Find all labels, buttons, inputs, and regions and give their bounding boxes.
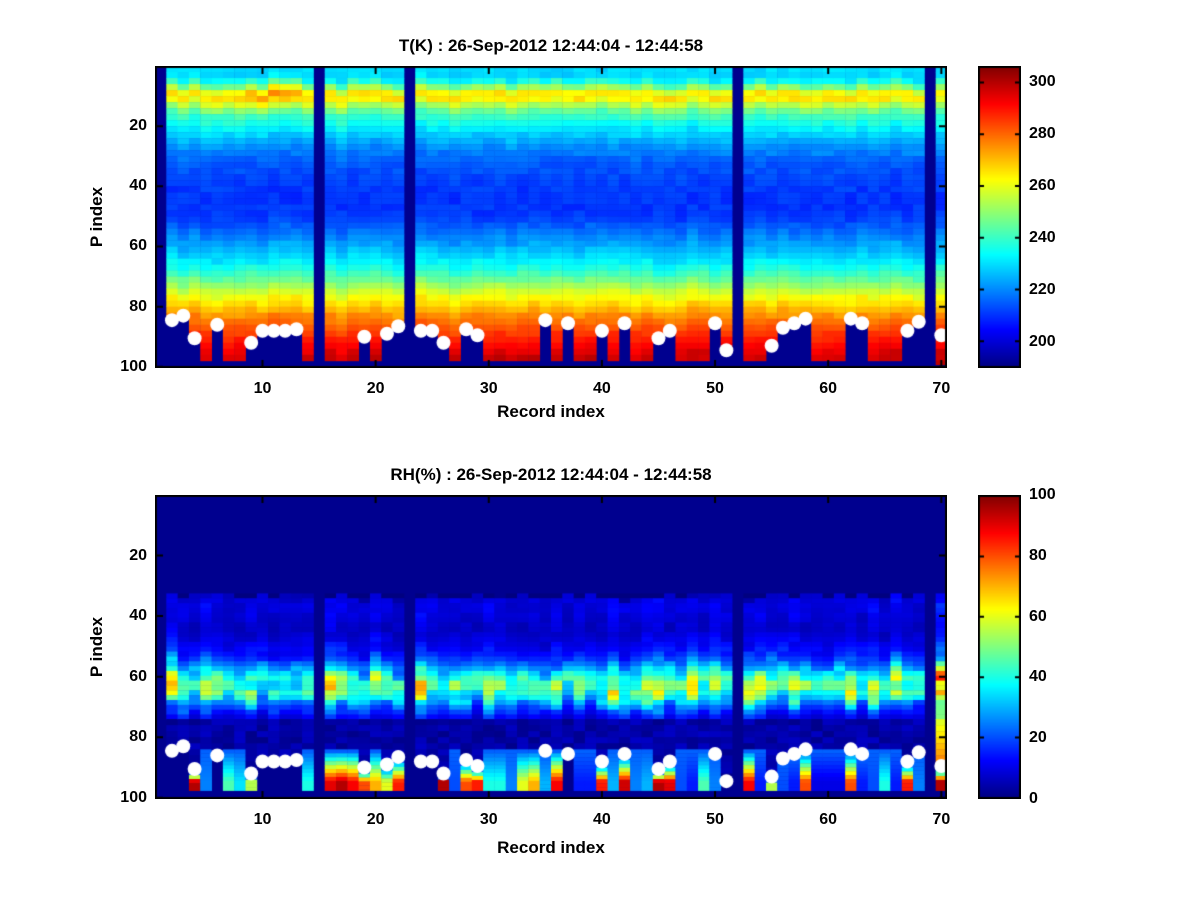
x-tick-label: 20 [366, 380, 385, 397]
x-tick-label: 60 [819, 380, 838, 397]
temperature-title: T(K) : 26-Sep-2012 12:44:04 - 12:44:58 [398, 36, 704, 55]
x-tick-label: 50 [706, 380, 724, 397]
x-tick-label: 60 [819, 811, 838, 828]
colorbar-tick-label: 0 [1029, 790, 1038, 807]
colorbar-tick-label: 280 [1029, 124, 1056, 142]
x-tick-label: 10 [253, 380, 272, 397]
y-tick-label: 40 [129, 177, 147, 195]
x-tick-label: 30 [479, 811, 498, 828]
y-tick-label: 60 [129, 237, 147, 255]
x-tick-label: 50 [706, 811, 724, 828]
colorbar-tick-label: 300 [1029, 72, 1056, 90]
humidity-y-axis-label: P index [84, 495, 110, 799]
x-tick-label: 70 [932, 380, 951, 397]
y-tick-label: 60 [129, 667, 147, 685]
y-tick-label: 20 [129, 117, 147, 135]
humidity-heatmap [155, 495, 947, 799]
colorbar-tick-label: 100 [1029, 486, 1056, 503]
colorbar-tick-label: 200 [1029, 332, 1056, 350]
humidity-colorbar [978, 495, 1021, 799]
humidity-title: RH(%) : 26-Sep-2012 12:44:04 - 12:44:58 [390, 465, 712, 484]
colorbar-tick-label: 220 [1029, 280, 1056, 298]
y-tick-label: 100 [120, 788, 147, 806]
temperature-y-axis-label: P index [84, 66, 110, 368]
temperature-heatmap [155, 66, 947, 368]
x-tick-label: 40 [593, 380, 611, 397]
colorbar-tick-label: 260 [1029, 176, 1056, 194]
colorbar-tick-label: 240 [1029, 228, 1056, 246]
x-tick-label: 30 [479, 380, 498, 397]
colorbar-tick-label: 40 [1029, 668, 1047, 686]
x-tick-label: 20 [366, 811, 385, 828]
x-tick-label: 10 [253, 811, 272, 828]
x-tick-label: 40 [593, 811, 611, 828]
y-tick-label: 20 [129, 546, 147, 564]
colorbar-tick-label: 20 [1029, 729, 1047, 747]
y-tick-label: 80 [129, 297, 147, 315]
y-tick-label: 40 [129, 607, 147, 625]
y-tick-label: 100 [120, 357, 147, 375]
colorbar-tick-label: 60 [1029, 607, 1047, 625]
temperature-x-axis-label: Record index [497, 402, 605, 421]
colorbar-tick-label: 80 [1029, 546, 1047, 564]
y-tick-label: 80 [129, 728, 147, 746]
humidity-x-axis-label: Record index [497, 838, 605, 857]
temperature-colorbar [978, 66, 1021, 368]
x-tick-label: 70 [932, 811, 951, 828]
